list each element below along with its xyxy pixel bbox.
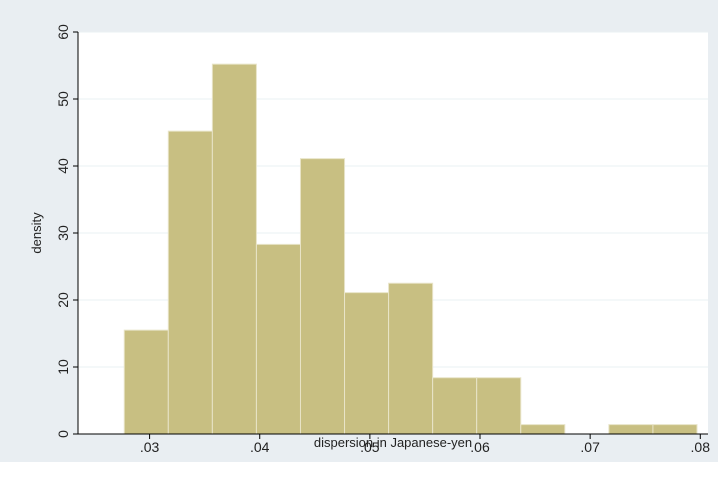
x-tick-label: .08: [691, 439, 711, 455]
histogram-bar-7: [388, 282, 434, 435]
y-axis-title: density: [29, 212, 44, 254]
y-axis-ticks: 0 10 20 30 40 50 60: [55, 24, 78, 438]
histogram-bar-6: [344, 292, 390, 435]
x-tick-label: .05: [360, 439, 380, 455]
histogram-bar-9: [476, 377, 522, 435]
x-axis-title: dispersion in Japanese-yen: [314, 435, 472, 450]
x-tick-label: .04: [250, 439, 270, 455]
x-axis-ticks: .03 .04 .05 .06 .07 .08: [140, 434, 710, 455]
histogram-bar-5: [299, 158, 346, 435]
histogram-bar-1: [123, 329, 169, 435]
y-tick-label: 30: [55, 225, 71, 241]
y-tick-label: 10: [55, 359, 71, 375]
histogram-bar-2: [167, 130, 213, 435]
histogram-bar-4: [255, 243, 301, 435]
histogram-bars: [123, 63, 698, 435]
x-tick-label: .06: [470, 439, 490, 455]
histogram-bar-12: [608, 424, 654, 435]
histogram-bar-13: [652, 424, 698, 435]
histogram-bar-10: [520, 424, 566, 435]
y-tick-label: 50: [55, 91, 71, 107]
histogram-bar-8: [432, 377, 478, 435]
x-tick-label: .07: [580, 439, 600, 455]
y-tick-label: 0: [55, 430, 71, 438]
histogram-bar-3: [211, 63, 257, 435]
x-tick-label: .03: [140, 439, 160, 455]
y-tick-label: 60: [55, 24, 71, 40]
y-tick-label: 40: [55, 158, 71, 174]
y-tick-label: 20: [55, 292, 71, 308]
